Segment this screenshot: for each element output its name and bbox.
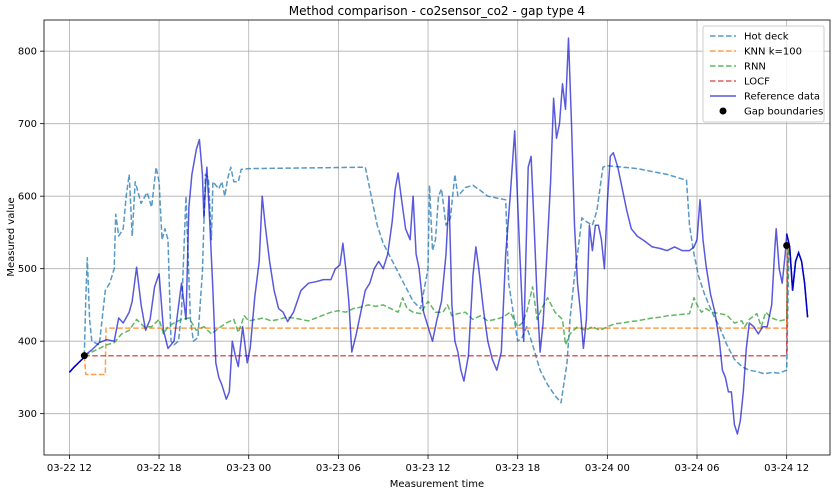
x-tick-label: 03-24 00: [585, 463, 630, 474]
legend-box: [702, 25, 825, 123]
legend-label: KNN k=100: [744, 47, 802, 58]
gap-boundary-markers: [80, 241, 791, 360]
y-tick-label: 700: [18, 119, 37, 130]
gap-boundary-point: [783, 241, 791, 249]
y-tick-label: 300: [18, 409, 37, 420]
legend-label: Gap boundaries: [744, 107, 823, 118]
x-tick-label: 03-22 12: [47, 463, 92, 474]
legend-label: Reference data: [744, 92, 820, 103]
y-axis-ticks: 300 400 500 600 700 800: [18, 47, 44, 420]
chart-title: Method comparison - co2sensor_co2 - gap …: [289, 4, 585, 18]
series-line-rnn: [83, 245, 789, 357]
plot-frame: [43, 19, 831, 456]
x-tick-label: 03-23 18: [495, 463, 540, 474]
series-line-hot-deck: [83, 164, 790, 404]
x-tick-label: 03-23 12: [406, 463, 451, 474]
x-tick-label: 03-24 12: [764, 463, 809, 474]
legend-swatch-marker: [719, 107, 727, 115]
y-tick-label: 500: [18, 264, 37, 275]
gap-boundary-point: [80, 352, 88, 360]
legend-label: LOCF: [744, 77, 770, 88]
legend-label: Hot deck: [744, 32, 789, 43]
x-tick-label: 03-24 06: [675, 463, 720, 474]
x-tick-label: 03-23 00: [226, 463, 271, 474]
plot-background: [44, 20, 830, 455]
y-tick-label: 400: [18, 337, 37, 348]
y-axis-label: Measured value: [6, 197, 17, 276]
x-axis-ticks: 03-22 12 03-22 18 03-23 00 03-23 06 03-23 12…: [47, 455, 809, 474]
legend-label: RNN: [744, 62, 766, 73]
reference-data-after-gap: [785, 233, 809, 318]
series-line-reference-data: [68, 37, 809, 435]
x-tick-label: 03-22 18: [137, 463, 182, 474]
x-axis-label: Measurement time: [390, 479, 484, 490]
y-tick-label: 800: [18, 47, 37, 58]
legend: Hot deck KNN k=100 RNN LOCF Reference data Ga…: [702, 25, 825, 123]
x-tick-label: 03-23 06: [316, 463, 361, 474]
series-line-locf: [84, 245, 789, 357]
y-tick-label: 600: [18, 192, 37, 203]
